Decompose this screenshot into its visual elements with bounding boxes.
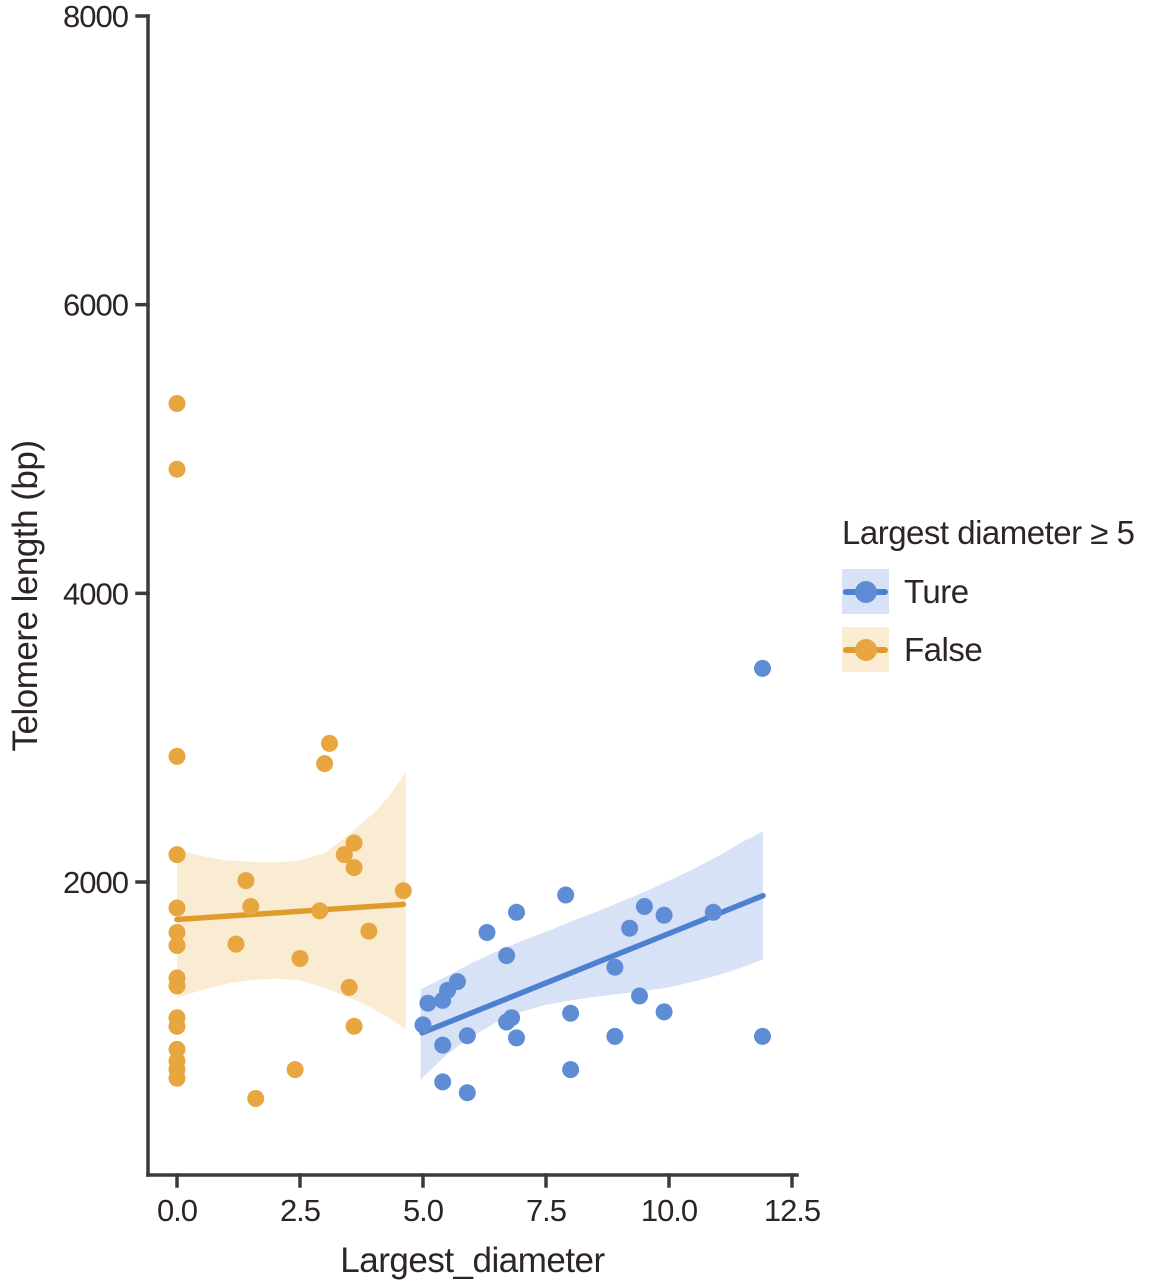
x-tick-label: 5.0	[403, 1193, 444, 1228]
legend-item-false: False	[842, 627, 1162, 672]
data-point-false	[394, 882, 412, 900]
legend-item-ture: Ture	[842, 569, 1162, 614]
y-axis-title: Telomere length (bp)	[6, 441, 45, 752]
data-point-false	[168, 1069, 186, 1087]
data-point-ture	[419, 994, 437, 1012]
data-point-false	[168, 460, 186, 478]
data-point-false	[286, 1061, 304, 1079]
data-point-ture	[655, 906, 673, 924]
data-point-false	[168, 899, 186, 917]
data-point-false	[311, 902, 329, 920]
data-point-ture	[562, 1061, 580, 1079]
data-point-false	[168, 747, 186, 765]
x-axis-title: Largest_diameter	[340, 1241, 605, 1280]
data-point-false	[168, 1017, 186, 1035]
data-point-false	[168, 395, 186, 412]
x-tick-label: 0.0	[157, 1193, 198, 1228]
data-point-false	[237, 872, 255, 890]
confidence-band-false	[177, 772, 406, 1030]
legend-label-false: False	[904, 630, 983, 668]
data-point-ture	[635, 898, 653, 915]
data-point-false	[345, 834, 363, 852]
data-point-false	[168, 937, 186, 954]
y-tick-label: 8000	[63, 0, 129, 34]
y-tick-label: 4000	[63, 576, 129, 611]
data-point-ture	[631, 987, 648, 1005]
data-point-ture	[655, 1003, 673, 1021]
data-point-ture	[458, 1084, 476, 1102]
data-point-ture	[508, 1029, 525, 1047]
data-point-ture	[606, 958, 624, 976]
data-point-false	[345, 1017, 363, 1035]
x-tick-label: 7.5	[526, 1193, 566, 1228]
data-point-false	[168, 924, 186, 941]
legend-key-false-icon	[842, 627, 889, 672]
regression-line-ture	[419, 892, 766, 1036]
data-point-ture	[621, 919, 639, 937]
data-point-ture	[503, 1009, 521, 1027]
data-point-ture	[754, 659, 771, 677]
y-tick-label: 6000	[63, 288, 129, 323]
data-point-false	[321, 734, 338, 752]
data-point-ture	[478, 924, 496, 941]
data-point-ture	[562, 1004, 580, 1022]
regression-line-false	[174, 901, 407, 923]
data-point-ture	[448, 973, 466, 991]
x-tick-label: 12.5	[764, 1193, 820, 1228]
x-tick-label: 2.5	[280, 1193, 320, 1228]
data-point-ture	[754, 1027, 771, 1045]
data-point-false	[168, 977, 186, 995]
data-point-ture	[414, 1016, 432, 1034]
data-point-false	[168, 846, 186, 864]
data-point-ture	[508, 903, 525, 921]
data-point-false	[227, 935, 245, 953]
data-point-false	[291, 950, 309, 967]
data-point-ture	[606, 1027, 624, 1045]
series-points-ture	[414, 659, 771, 1102]
data-point-false	[242, 898, 260, 915]
legend-title: Largest diameter ≥ 5	[842, 514, 1135, 551]
data-point-false	[345, 859, 363, 877]
legend-label-ture: Ture	[904, 572, 969, 610]
data-point-ture	[498, 947, 516, 965]
data-point-false	[335, 846, 353, 864]
data-point-false	[247, 1090, 265, 1107]
legend-key-dot	[854, 638, 877, 661]
x-tick-label: 10.0	[641, 1193, 698, 1228]
legend-key-ture-icon	[842, 569, 889, 614]
data-point-ture	[704, 903, 722, 921]
legend-key-dot	[854, 580, 877, 603]
data-point-ture	[557, 886, 575, 904]
data-point-ture	[434, 1073, 452, 1091]
data-point-ture	[458, 1027, 476, 1045]
data-point-false	[360, 922, 378, 940]
legend: Largest diameter ≥ 5 Ture False	[842, 514, 1162, 685]
data-point-false	[340, 978, 358, 996]
data-point-false	[316, 755, 334, 773]
y-tick-label: 2000	[63, 865, 129, 900]
data-point-ture	[434, 1036, 452, 1054]
series-points-false	[168, 395, 412, 1107]
